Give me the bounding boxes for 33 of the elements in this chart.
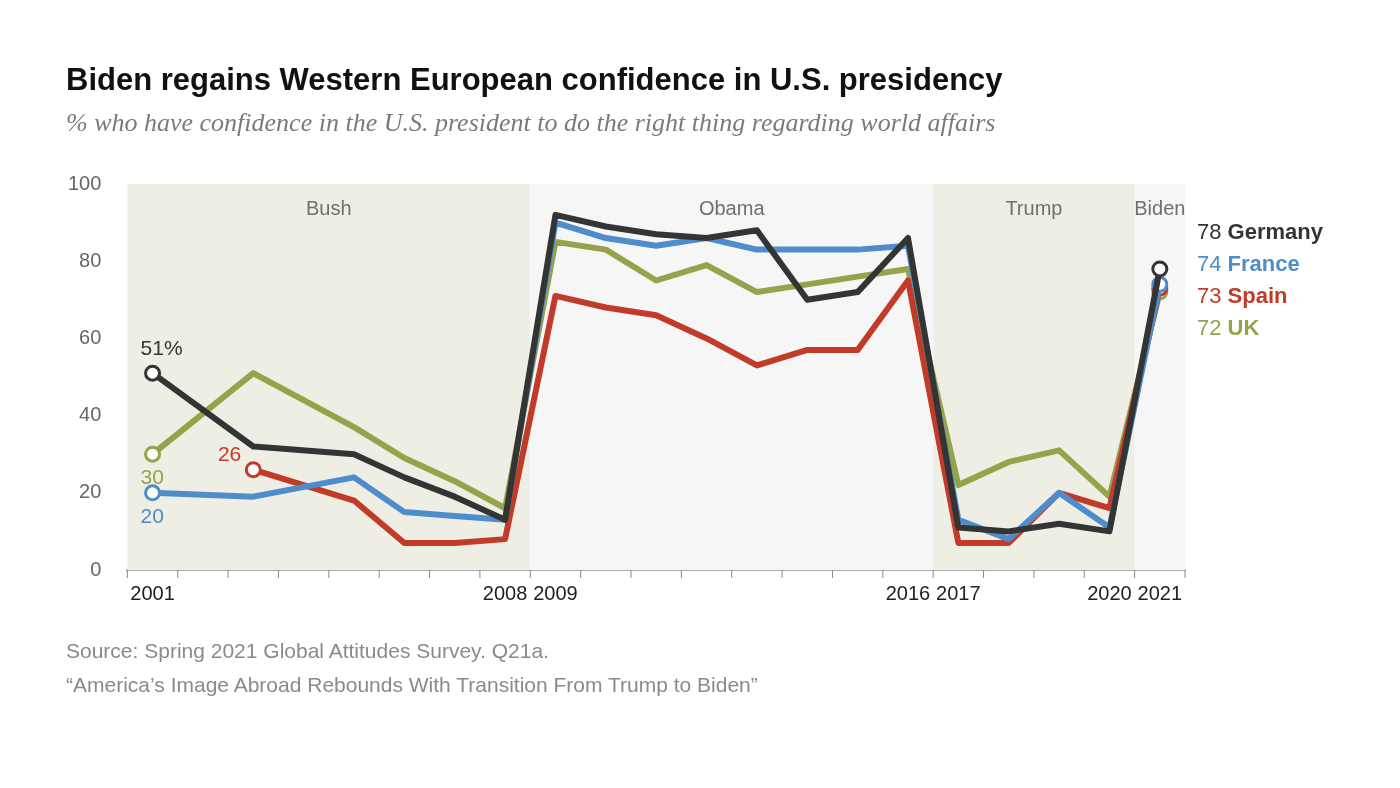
data-label: 20 bbox=[140, 503, 164, 527]
x-tick-label: 2008 bbox=[482, 581, 528, 604]
y-tick-label: 100 bbox=[67, 171, 102, 194]
text: Germany bbox=[1227, 218, 1324, 244]
y-tick-label: 0 bbox=[90, 557, 102, 580]
data-label: 74 bbox=[1197, 250, 1222, 276]
data-label: 78 bbox=[1197, 218, 1222, 244]
data-label: 30 bbox=[140, 465, 164, 488]
text: France bbox=[1227, 250, 1300, 276]
band-label: Obama bbox=[698, 196, 766, 219]
text: UK bbox=[1227, 314, 1260, 340]
y-tick-label: 60 bbox=[79, 325, 102, 348]
text: Spain bbox=[1227, 282, 1288, 308]
data-label: 51% bbox=[140, 335, 183, 359]
y-tick-label: 20 bbox=[79, 480, 102, 503]
band-label: Trump bbox=[1005, 196, 1063, 219]
x-tick-label: 2009 bbox=[533, 581, 578, 604]
source-note: Source: Spring 2021 Global Attitudes Survey. Q21a. bbox=[66, 638, 550, 664]
data-label: 72 bbox=[1197, 314, 1222, 340]
chart-title: Biden regains Western European confidence in U.S. presidency bbox=[66, 62, 1003, 98]
x-tick-label: 2020 bbox=[1087, 581, 1132, 604]
x-tick-label: 2001 bbox=[130, 581, 175, 604]
data-label: 26 bbox=[217, 442, 242, 466]
y-tick-label: 80 bbox=[79, 248, 102, 271]
chart-subtitle: % who have confidence in the U.S. president to do the right thing regarding world affairs bbox=[66, 108, 996, 138]
band-label: Biden bbox=[1134, 196, 1186, 219]
x-tick-label: 2017 bbox=[936, 581, 981, 604]
band-label: Bush bbox=[306, 196, 352, 219]
text: “America’s Image Abroad Rebounds With Transition From Trump to Biden” bbox=[66, 672, 758, 698]
x-tick-label: 2016 bbox=[885, 581, 931, 604]
data-label: 73 bbox=[1197, 282, 1222, 308]
y-tick-label: 40 bbox=[79, 403, 102, 426]
x-tick-label: 2021 bbox=[1137, 581, 1183, 604]
